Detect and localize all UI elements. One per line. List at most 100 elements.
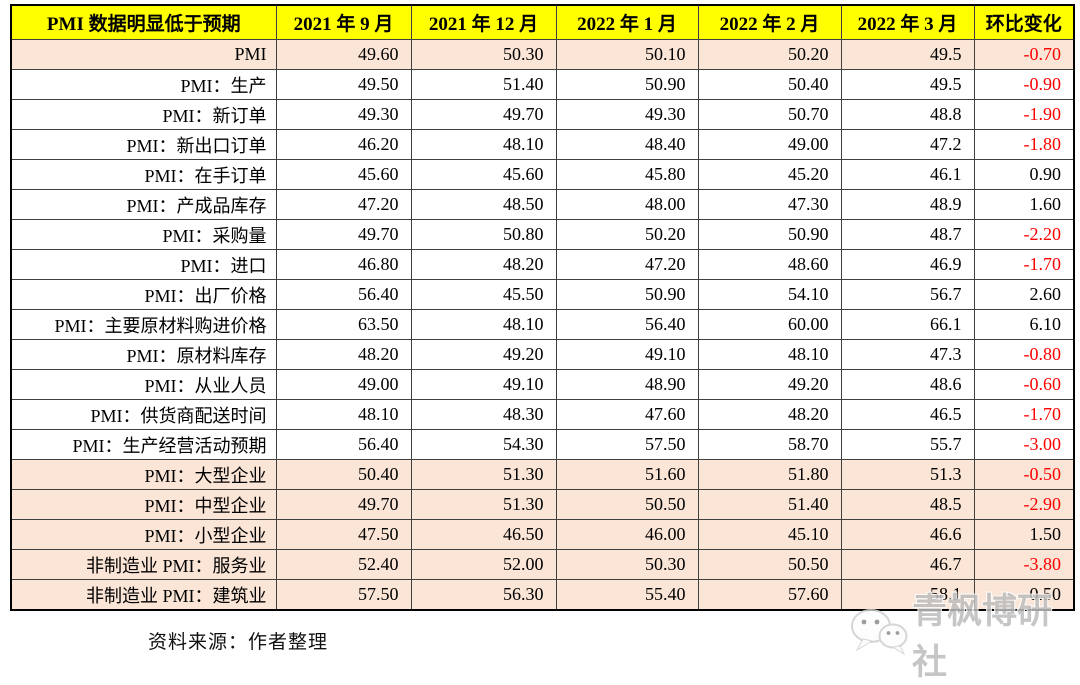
value-cell: 50.20 — [555, 219, 699, 250]
value-cell: 46.50 — [410, 519, 557, 550]
value-cell: 54.30 — [410, 429, 557, 460]
value-cell: 58.70 — [697, 429, 842, 460]
value-cell: 45.50 — [410, 279, 557, 310]
value-cell: 57.50 — [275, 579, 412, 611]
value-cell: 45.60 — [275, 159, 412, 190]
value-cell: 45.20 — [697, 159, 842, 190]
column-header: 2022 年 1 月 — [555, 4, 699, 40]
value-cell: 66.1 — [840, 309, 975, 340]
table-row: PMI：大型企业 50.40 51.30 51.60 51.80 51.3 -0.50 — [10, 459, 1075, 490]
column-header: 2022 年 3 月 — [840, 4, 975, 40]
table-row: PMI 49.60 50.30 50.10 50.20 49.5 -0.70 — [10, 39, 1075, 70]
value-cell: 51.80 — [697, 459, 842, 490]
value-cell: 47.20 — [275, 189, 412, 220]
value-cell: 48.10 — [697, 339, 842, 370]
value-cell: 48.20 — [410, 249, 557, 280]
row-label: PMI：生产经营活动预期 — [10, 429, 277, 460]
wechat-icon — [850, 606, 908, 663]
row-label: PMI：大型企业 — [10, 459, 277, 490]
value-cell: 51.30 — [410, 459, 557, 490]
change-cell: -0.70 — [973, 39, 1075, 70]
value-cell: 56.40 — [275, 279, 412, 310]
table-row: PMI：主要原材料购进价格 63.50 48.10 56.40 60.00 66.1 6.1… — [10, 309, 1075, 340]
value-cell: 47.30 — [697, 189, 842, 220]
value-cell: 50.80 — [410, 219, 557, 250]
value-cell: 49.70 — [275, 489, 412, 520]
value-cell: 50.20 — [697, 39, 842, 70]
value-cell: 47.20 — [555, 249, 699, 280]
value-cell: 48.8 — [840, 99, 975, 130]
value-cell: 46.20 — [275, 129, 412, 160]
row-label: PMI：进口 — [10, 249, 277, 280]
value-cell: 48.10 — [275, 399, 412, 430]
change-cell: -3.00 — [973, 429, 1075, 460]
value-cell: 49.70 — [275, 219, 412, 250]
row-label: PMI：产成品库存 — [10, 189, 277, 220]
change-cell: -0.90 — [973, 69, 1075, 100]
value-cell: 48.9 — [840, 189, 975, 220]
row-label: PMI：采购量 — [10, 219, 277, 250]
value-cell: 56.40 — [275, 429, 412, 460]
value-cell: 46.00 — [555, 519, 699, 550]
value-cell: 49.20 — [697, 369, 842, 400]
change-cell: -0.50 — [973, 459, 1075, 490]
change-cell: 2.60 — [973, 279, 1075, 310]
value-cell: 48.10 — [410, 129, 557, 160]
value-cell: 50.90 — [555, 279, 699, 310]
value-cell: 60.00 — [697, 309, 842, 340]
row-label: PMI：新订单 — [10, 99, 277, 130]
row-label: PMI：出厂价格 — [10, 279, 277, 310]
value-cell: 48.10 — [410, 309, 557, 340]
row-label: PMI：生产 — [10, 69, 277, 100]
value-cell: 54.10 — [697, 279, 842, 310]
value-cell: 48.20 — [697, 399, 842, 430]
change-cell: -1.70 — [973, 399, 1075, 430]
value-cell: 49.5 — [840, 69, 975, 100]
row-label: PMI：主要原材料购进价格 — [10, 309, 277, 340]
value-cell: 48.50 — [410, 189, 557, 220]
row-label: PMI：供货商配送时间 — [10, 399, 277, 430]
value-cell: 51.60 — [555, 459, 699, 490]
table-row: PMI：供货商配送时间 48.10 48.30 47.60 48.20 46.5 -1.70 — [10, 399, 1075, 430]
column-header: 2021 年 12 月 — [410, 4, 557, 40]
table-title-cell: PMI 数据明显低于预期 — [10, 4, 277, 40]
value-cell: 49.50 — [275, 69, 412, 100]
value-cell: 50.70 — [697, 99, 842, 130]
value-cell: 50.30 — [555, 549, 699, 580]
row-label: PMI：原材料库存 — [10, 339, 277, 370]
value-cell: 45.10 — [697, 519, 842, 550]
value-cell: 63.50 — [275, 309, 412, 340]
value-cell: 48.00 — [555, 189, 699, 220]
change-cell: 1.60 — [973, 189, 1075, 220]
table-row: PMI：新出口订单 46.20 48.10 48.40 49.00 47.2 -1.80 — [10, 129, 1075, 160]
change-cell: -1.70 — [973, 249, 1075, 280]
value-cell: 46.6 — [840, 519, 975, 550]
value-cell: 49.00 — [275, 369, 412, 400]
table-row: PMI：从业人员 49.00 49.10 48.90 49.20 48.6 -0.60 — [10, 369, 1075, 400]
value-cell: 46.5 — [840, 399, 975, 430]
change-cell: -3.80 — [973, 549, 1075, 580]
value-cell: 50.10 — [555, 39, 699, 70]
row-label: PMI — [10, 39, 277, 70]
pmi-table: PMI 数据明显低于预期 2021 年 9 月 2021 年 12 月 2022 年 … — [10, 4, 1075, 611]
row-label: PMI：从业人员 — [10, 369, 277, 400]
column-header: 2021 年 9 月 — [275, 4, 412, 40]
value-cell: 48.20 — [275, 339, 412, 370]
value-cell: 49.00 — [697, 129, 842, 160]
table-header-row: PMI 数据明显低于预期 2021 年 9 月 2021 年 12 月 2022 年 … — [10, 4, 1075, 40]
table-row: PMI：产成品库存 47.20 48.50 48.00 47.30 48.9 1.60 — [10, 189, 1075, 220]
value-cell: 47.2 — [840, 129, 975, 160]
change-cell: -0.60 — [973, 369, 1075, 400]
value-cell: 58.1 — [840, 579, 975, 611]
value-cell: 48.30 — [410, 399, 557, 430]
value-cell: 47.60 — [555, 399, 699, 430]
value-cell: 49.30 — [275, 99, 412, 130]
value-cell: 51.40 — [410, 69, 557, 100]
value-cell: 50.90 — [697, 219, 842, 250]
value-cell: 50.40 — [697, 69, 842, 100]
change-cell: -0.80 — [973, 339, 1075, 370]
value-cell: 46.7 — [840, 549, 975, 580]
change-cell: -2.90 — [973, 489, 1075, 520]
value-cell: 51.40 — [697, 489, 842, 520]
value-cell: 47.3 — [840, 339, 975, 370]
